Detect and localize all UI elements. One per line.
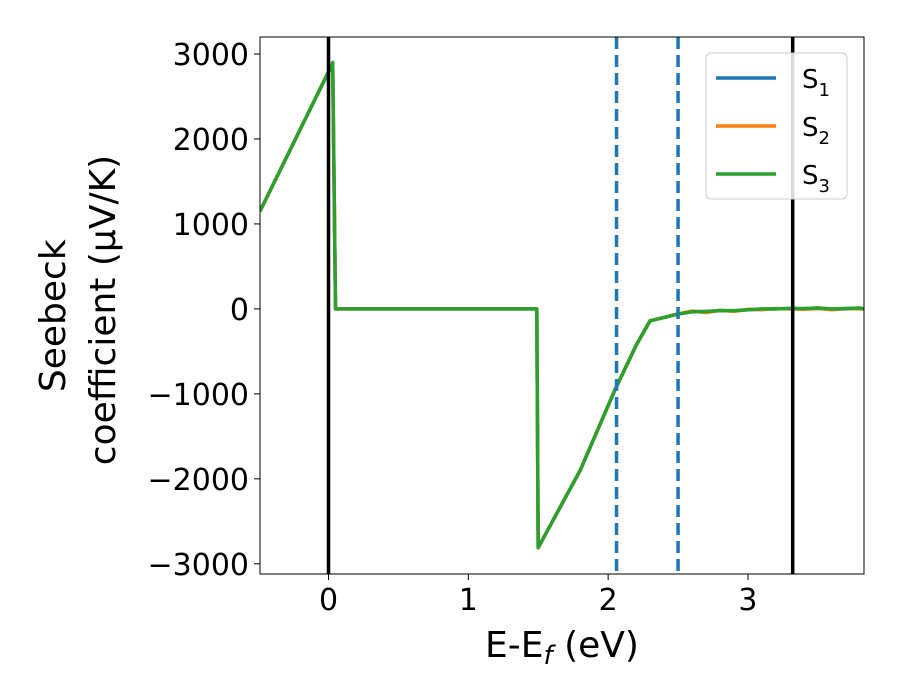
plot-frame	[259, 36, 865, 575]
x-tick-label: 2	[599, 583, 618, 618]
series-line-s3	[260, 60, 864, 550]
y-axis: 3000 2000 1000 0 −1000 −2000 −3000	[148, 38, 260, 583]
y-tick-label: 2000	[173, 123, 249, 158]
y-tick-label: 1000	[173, 208, 249, 243]
x-axis-label: E-Ef (eV)	[485, 625, 639, 671]
legend-box	[705, 52, 848, 200]
y-axis-label-line2: coefficient (μV/K)	[83, 155, 124, 465]
series-layer	[260, 60, 864, 550]
legend-label-s1: S1	[802, 65, 830, 101]
x-axis: 0 1 2 3	[319, 574, 758, 618]
y-tick-label: −1000	[148, 378, 249, 413]
legend-label-s3: S3	[802, 161, 830, 197]
y-axis-label-line1: Seebeck	[33, 239, 74, 392]
y-tick-label: 3000	[173, 38, 249, 73]
legend: S1 S2 S3	[705, 52, 848, 200]
y-axis-label: Seebeck coefficient (μV/K)	[33, 155, 124, 465]
x-tick-label: 0	[319, 583, 338, 618]
legend-label-s2: S2	[802, 113, 830, 149]
x-tick-label: 1	[459, 583, 478, 618]
x-tick-label: 3	[738, 583, 757, 618]
y-tick-label: 0	[230, 293, 249, 328]
y-tick-label: −2000	[148, 463, 249, 498]
y-tick-label: −3000	[148, 548, 249, 583]
